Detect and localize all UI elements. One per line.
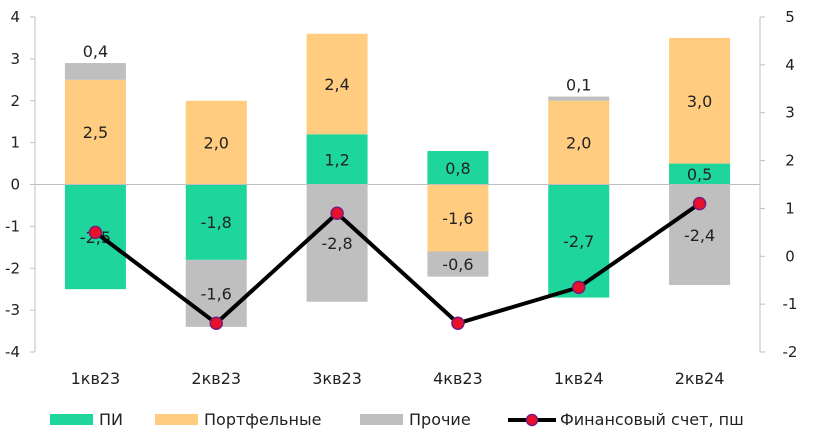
- category-label: 3кв23: [312, 369, 362, 388]
- legend-label: ПИ: [99, 410, 123, 429]
- line-point: [572, 280, 586, 295]
- data-label: -2,7: [563, 232, 594, 251]
- series-line-financial-account: [94, 201, 701, 326]
- data-label: 1,2: [324, 150, 349, 169]
- right-axis-tick-label: 1: [785, 199, 795, 217]
- bar-segment: [306, 184, 368, 302]
- data-label: 2,0: [204, 134, 229, 153]
- bar-segment: [427, 251, 489, 277]
- data-label: 0,4: [83, 42, 108, 61]
- data-label: -1,8: [201, 213, 232, 232]
- bar-segment: [185, 184, 247, 260]
- bar-segment: [427, 151, 489, 185]
- legend-swatch: [155, 414, 198, 425]
- legend-label: Прочие: [409, 410, 471, 429]
- bar-segment: [306, 33, 368, 135]
- bar-segment: [306, 134, 368, 185]
- bar-segment: [548, 96, 610, 101]
- legend-line-marker: [525, 413, 539, 427]
- data-label: 2,0: [566, 134, 591, 153]
- plot-area: -4-3-2-101234-2-1012345-2,52,50,4-1,82,0…: [5, 8, 797, 388]
- left-axis-tick-label: 1: [10, 134, 20, 152]
- bar-segment: [669, 37, 731, 164]
- data-label: 2,4: [324, 75, 349, 94]
- category-label: 2кв23: [191, 369, 241, 388]
- data-label: 0,8: [445, 159, 470, 178]
- line-point: [88, 225, 103, 240]
- data-label: -2,8: [321, 234, 352, 253]
- right-axis-tick-label: 0: [785, 247, 795, 265]
- data-label: 3,0: [687, 92, 712, 111]
- category-label: 1кв23: [71, 369, 121, 388]
- bar-segment: [669, 163, 731, 185]
- left-axis-tick-label: 0: [10, 176, 20, 194]
- left-axis-tick-label: 3: [10, 50, 20, 68]
- legend-swatch: [360, 414, 403, 425]
- legend-label: Портфельные: [204, 410, 321, 429]
- right-axis-tick-label: -1: [783, 295, 798, 313]
- category-label: 4кв23: [433, 369, 483, 388]
- bar-segment: [185, 259, 247, 327]
- data-label: -2,4: [684, 226, 715, 245]
- line-point: [451, 316, 465, 331]
- line-point: [330, 206, 344, 220]
- right-axis-tick-label: 5: [785, 8, 795, 26]
- left-axis-tick-label: 4: [10, 8, 20, 26]
- data-label: -1,6: [201, 284, 232, 303]
- left-axis-tick-label: -3: [5, 301, 20, 319]
- data-label: 0,1: [566, 76, 591, 95]
- bar-segment: [64, 79, 126, 185]
- left-axis-tick-label: 2: [10, 92, 20, 110]
- legend-swatch: [50, 414, 93, 425]
- right-axis-tick-label: 3: [785, 104, 795, 122]
- category-label: 2кв24: [675, 369, 725, 388]
- data-label: 0,5: [687, 165, 712, 184]
- left-axis-tick-label: -2: [5, 259, 20, 277]
- bar-segment: [64, 63, 126, 80]
- bar-segment: [548, 100, 610, 185]
- legend-label: Финансовый счет, пш: [560, 410, 744, 429]
- legend: ПИ Портфельные Прочие Финансовый счет, пш: [50, 410, 744, 429]
- right-axis-tick-label: 4: [785, 56, 795, 74]
- data-label: -1,6: [442, 209, 473, 228]
- line-point: [692, 196, 707, 211]
- left-axis-tick-label: -4: [5, 343, 20, 361]
- bar-segment: [185, 100, 247, 185]
- left-axis-tick-label: -1: [5, 217, 20, 235]
- bar-segment: [427, 184, 489, 252]
- category-label: 1кв24: [554, 369, 604, 388]
- right-axis-tick-label: 2: [785, 152, 795, 170]
- right-axis-tick-label: -2: [783, 343, 798, 361]
- bar-segment: [548, 184, 610, 298]
- line-point: [209, 316, 223, 331]
- data-label: -0,6: [442, 255, 473, 274]
- data-label: 2,5: [83, 123, 108, 142]
